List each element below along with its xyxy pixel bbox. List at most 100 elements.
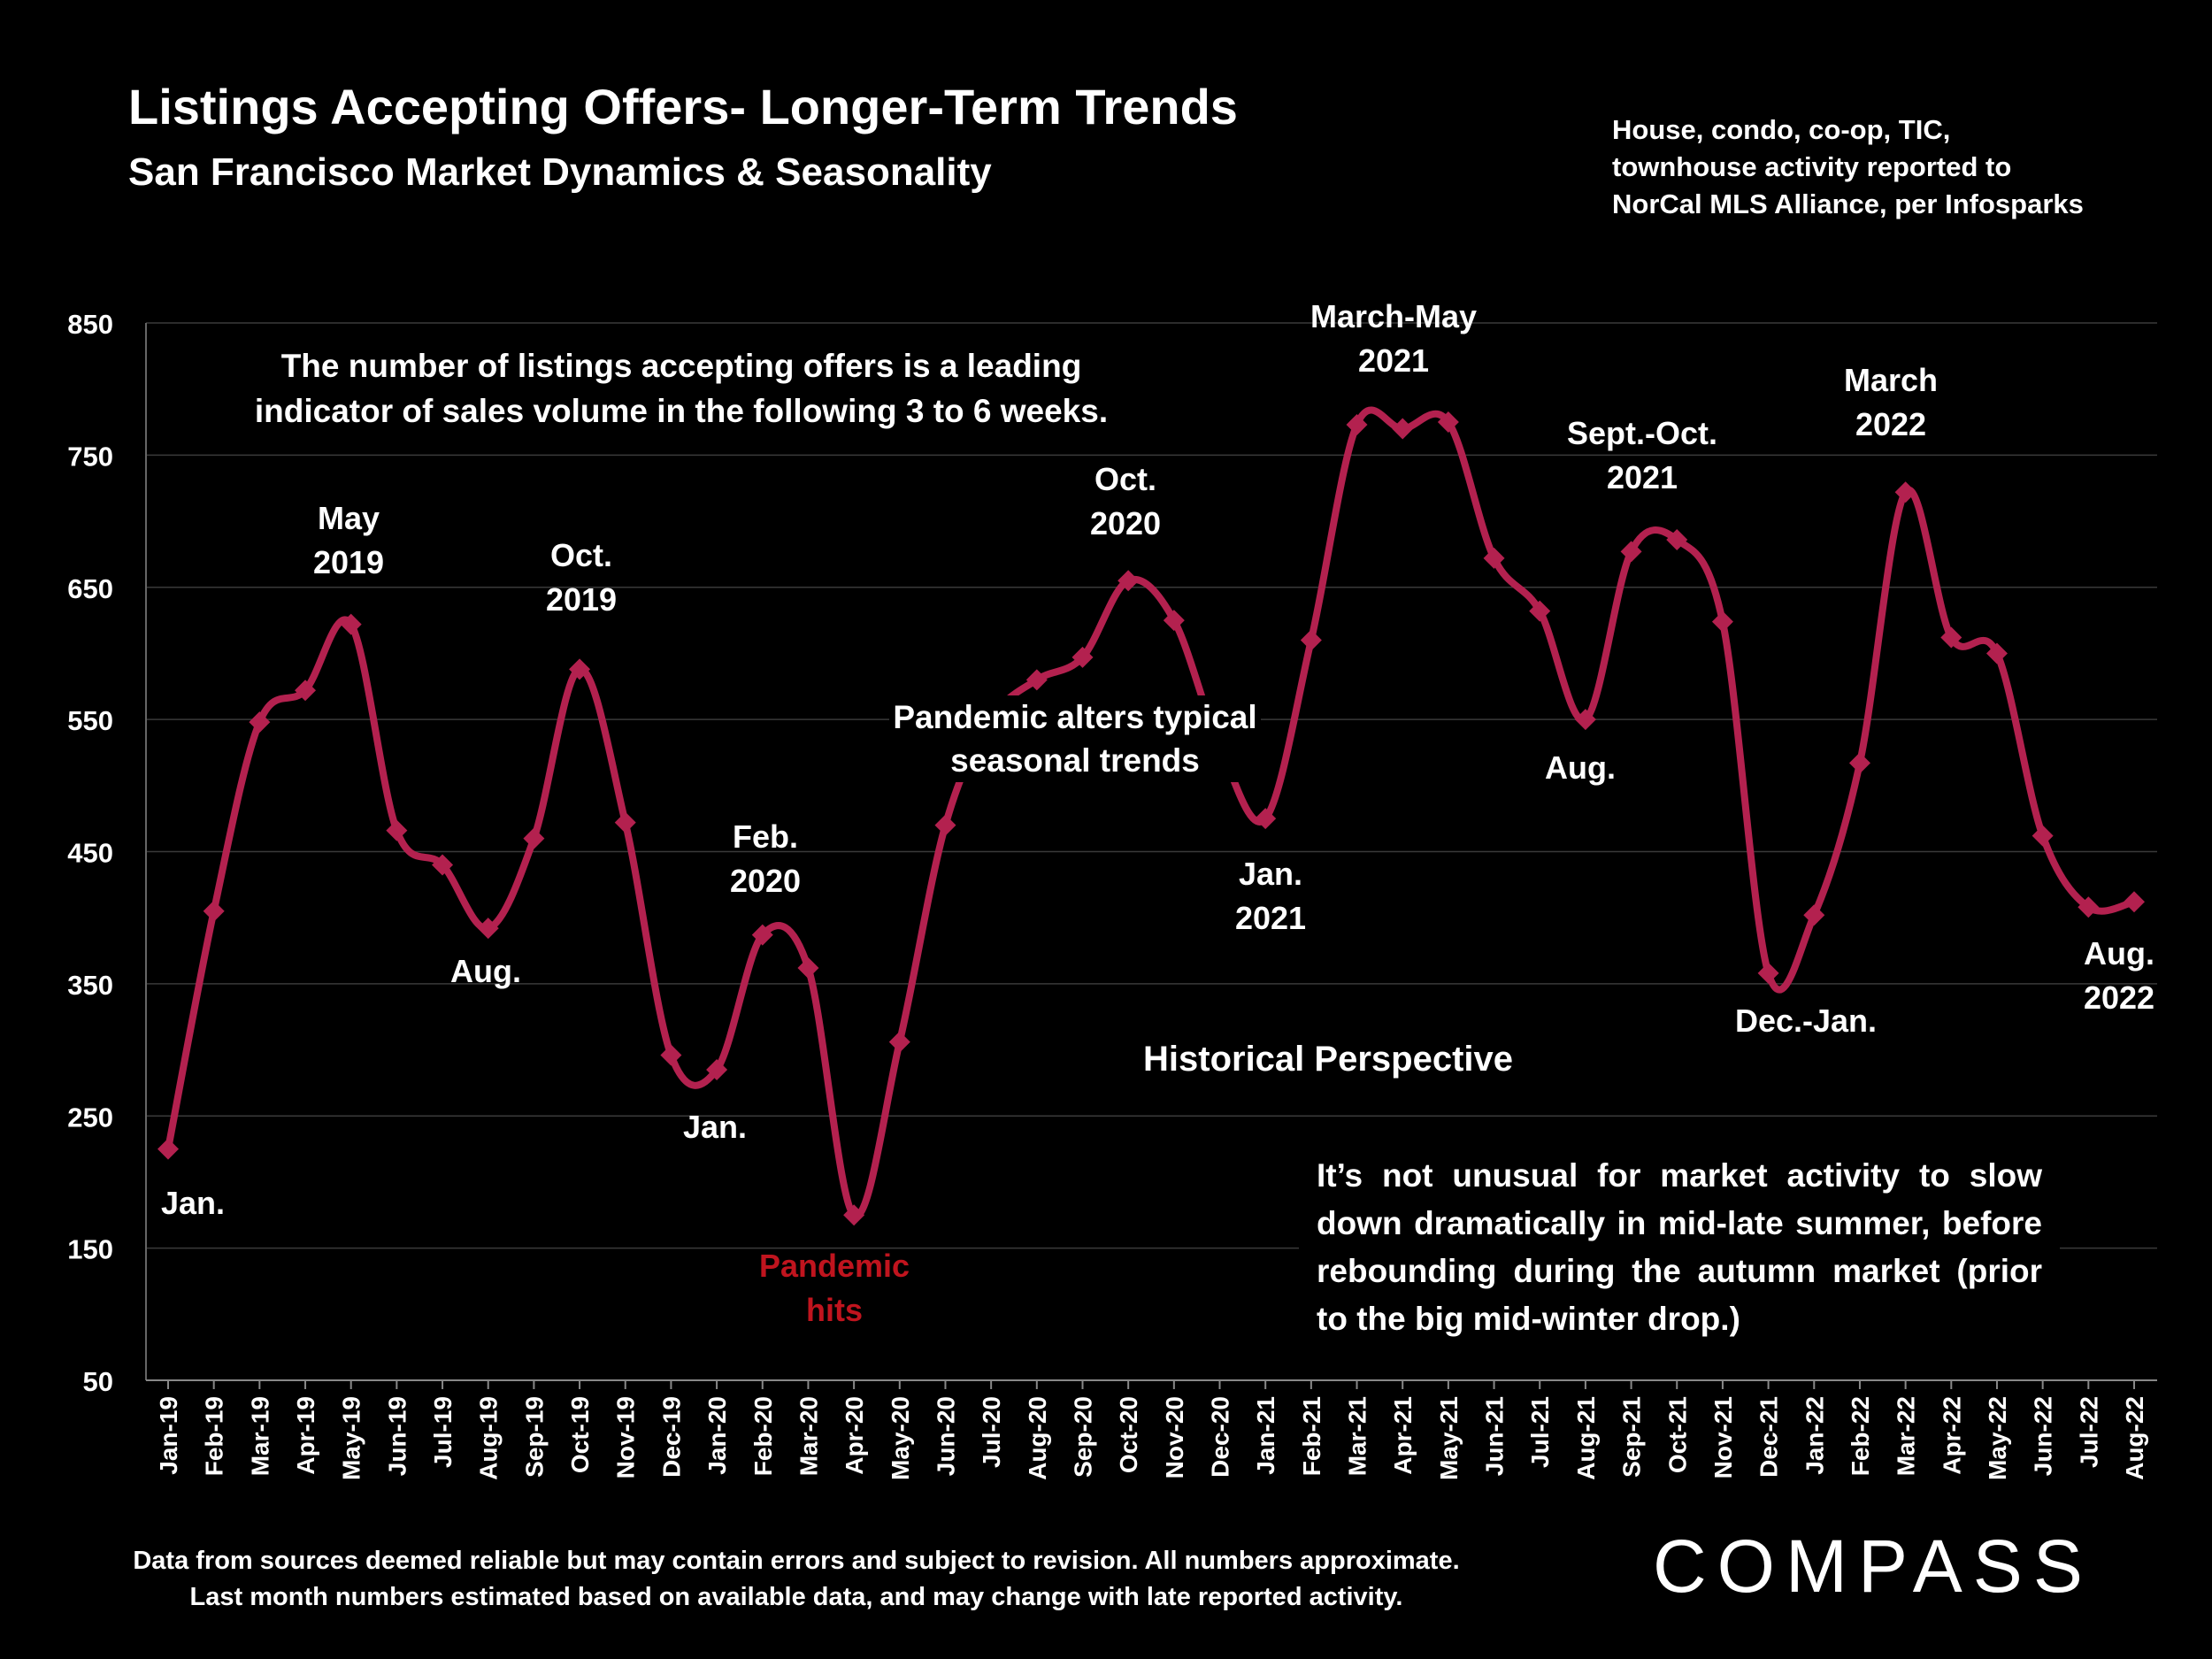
- data-point: [1711, 611, 1733, 633]
- annotation-line: 2019: [546, 581, 617, 618]
- data-point: [569, 658, 591, 680]
- x-tick-label: Feb-19: [201, 1396, 228, 1476]
- x-tick-label: Nov-21: [1709, 1396, 1737, 1479]
- annotation-label: Oct. 2020: [1090, 461, 1161, 541]
- pandemic-alters-note: Pandemic alters typical seasonal trends: [889, 695, 1261, 782]
- data-point: [751, 924, 773, 946]
- x-tick-label: Apr-22: [1938, 1396, 1965, 1475]
- x-tick-label: Apr-21: [1389, 1396, 1417, 1475]
- data-point: [1300, 629, 1322, 651]
- annotation-line: March: [1844, 362, 1938, 398]
- x-tick-label: Mar-20: [795, 1396, 822, 1476]
- footer-line-2: Last month numbers estimated based on av…: [189, 1583, 1403, 1611]
- annotation-line: 2022: [1855, 406, 1926, 442]
- data-point: [1437, 411, 1459, 434]
- historical-perspective-body: It’s not unusual for market activity to …: [1299, 1152, 2060, 1352]
- annotation-line: May: [318, 500, 380, 536]
- data-point: [340, 613, 362, 635]
- data-point: [888, 1031, 910, 1053]
- x-axis: Jan-19 Feb-19 Mar-19 Apr-19 May-19 Jun-19 Jul-…: [146, 1379, 2157, 1480]
- x-tick-label: Jun-22: [2030, 1396, 2057, 1476]
- x-tick-label: Jan-21: [1252, 1396, 1279, 1475]
- annotation-label: Feb. 2020: [730, 818, 801, 899]
- annotation-line: Jan.: [683, 1109, 747, 1145]
- annotation-label: Aug.: [1545, 749, 1616, 786]
- annotation-label: Oct. 2019: [546, 537, 617, 618]
- annotation-line: Aug.: [450, 953, 521, 989]
- annotation-line: hits: [806, 1292, 863, 1328]
- data-point: [2032, 825, 2054, 847]
- data-point: [1940, 626, 1962, 649]
- x-tick-label: Oct-21: [1663, 1396, 1691, 1473]
- source-line: townhouse activity reported to: [1612, 151, 2012, 182]
- x-tick-label: Jun-19: [383, 1396, 411, 1476]
- annotation-label: Jan. 2021: [1235, 856, 1306, 936]
- data-point: [706, 1058, 728, 1080]
- leading-indicator-note: The number of listings accepting offers …: [230, 343, 1133, 434]
- annotation-line: March-May: [1310, 298, 1477, 334]
- compass-logo: COMPASS: [1653, 1525, 2093, 1608]
- x-tick-label: Mar-21: [1344, 1396, 1371, 1476]
- data-point: [1574, 709, 1596, 731]
- annotation-label: Sept.-Oct. 2021: [1567, 415, 1717, 495]
- x-tick-label: Jan-22: [1801, 1396, 1828, 1475]
- annotation-line: Jan.: [161, 1185, 225, 1221]
- annotation-label: Pandemic hits: [759, 1248, 910, 1328]
- footer-line-1: Data from sources deemed reliable but ma…: [133, 1547, 1460, 1575]
- x-tick-label: Jul-20: [978, 1396, 1005, 1468]
- data-point: [1118, 570, 1140, 592]
- y-tick-label: 850: [67, 309, 113, 340]
- y-tick-label: 750: [67, 441, 113, 472]
- data-point: [1848, 752, 1870, 774]
- data-point: [477, 918, 499, 940]
- annotation-label: Aug. 2022: [2084, 935, 2154, 1016]
- x-tick-label: Sep-19: [520, 1396, 548, 1478]
- x-tick-label: May-21: [1435, 1396, 1463, 1480]
- source-line: NorCal MLS Alliance, per Infosparks: [1612, 188, 2084, 219]
- annotation-label: May 2019: [313, 500, 384, 580]
- annotation-line: Sept.-Oct.: [1567, 415, 1717, 451]
- annotation-line: 2019: [313, 544, 384, 580]
- data-point: [1483, 547, 1505, 569]
- data-point: [2124, 891, 2145, 913]
- data-point: [1666, 528, 1688, 550]
- data-point: [523, 827, 545, 849]
- y-tick-label: 50: [83, 1366, 113, 1397]
- annotation-line: 2022: [2084, 979, 2154, 1016]
- annotation-line: 2021: [1358, 342, 1429, 379]
- y-axis: 850 750 650 550 450 350 250 150 50: [67, 309, 147, 1397]
- x-tick-label: Jan-19: [155, 1396, 182, 1475]
- x-tick-label: May-22: [1984, 1396, 2011, 1480]
- historical-perspective-title: Historical Perspective: [1143, 1035, 1513, 1083]
- data-point: [1803, 904, 1825, 926]
- x-tick-label: Apr-19: [292, 1396, 319, 1475]
- data-point: [203, 900, 225, 922]
- annotation-line: 2021: [1235, 900, 1306, 936]
- x-tick-label: Dec-19: [657, 1396, 685, 1478]
- x-tick-label: Mar-19: [246, 1396, 273, 1476]
- data-point: [1025, 669, 1048, 691]
- data-point: [1163, 610, 1185, 632]
- annotations: Jan. May 2019 Aug. Oct. 2019 Jan. Feb. 2020 Pande…: [161, 298, 2154, 1328]
- data-point: [1894, 481, 1916, 503]
- x-tick-label: Feb-22: [1847, 1396, 1874, 1476]
- annotation-line: Feb.: [733, 818, 798, 855]
- x-tick-label: Sep-21: [1618, 1396, 1646, 1478]
- data-point: [386, 819, 408, 841]
- annotation-label: Jan.: [161, 1185, 225, 1221]
- annotation-label: Aug.: [450, 953, 521, 989]
- data-point: [614, 811, 636, 833]
- annotation-label: March 2022: [1844, 362, 1938, 442]
- x-tick-label: Jun-21: [1481, 1396, 1509, 1476]
- annotation-line: Dec.-Jan.: [1735, 1002, 1877, 1039]
- source-line: House, condo, co-op, TIC,: [1612, 114, 1951, 145]
- data-point: [1529, 600, 1551, 622]
- x-tick-label: Dec-21: [1755, 1396, 1783, 1478]
- x-tick-label: Feb-21: [1298, 1396, 1325, 1476]
- annotation-line: 2020: [1090, 505, 1161, 541]
- x-tick-label: Nov-20: [1161, 1396, 1188, 1479]
- y-tick-label: 350: [67, 970, 113, 1001]
- x-tick-label: May-19: [338, 1396, 365, 1480]
- chart-title: Listings Accepting Offers- Longer-Term T…: [128, 79, 1238, 134]
